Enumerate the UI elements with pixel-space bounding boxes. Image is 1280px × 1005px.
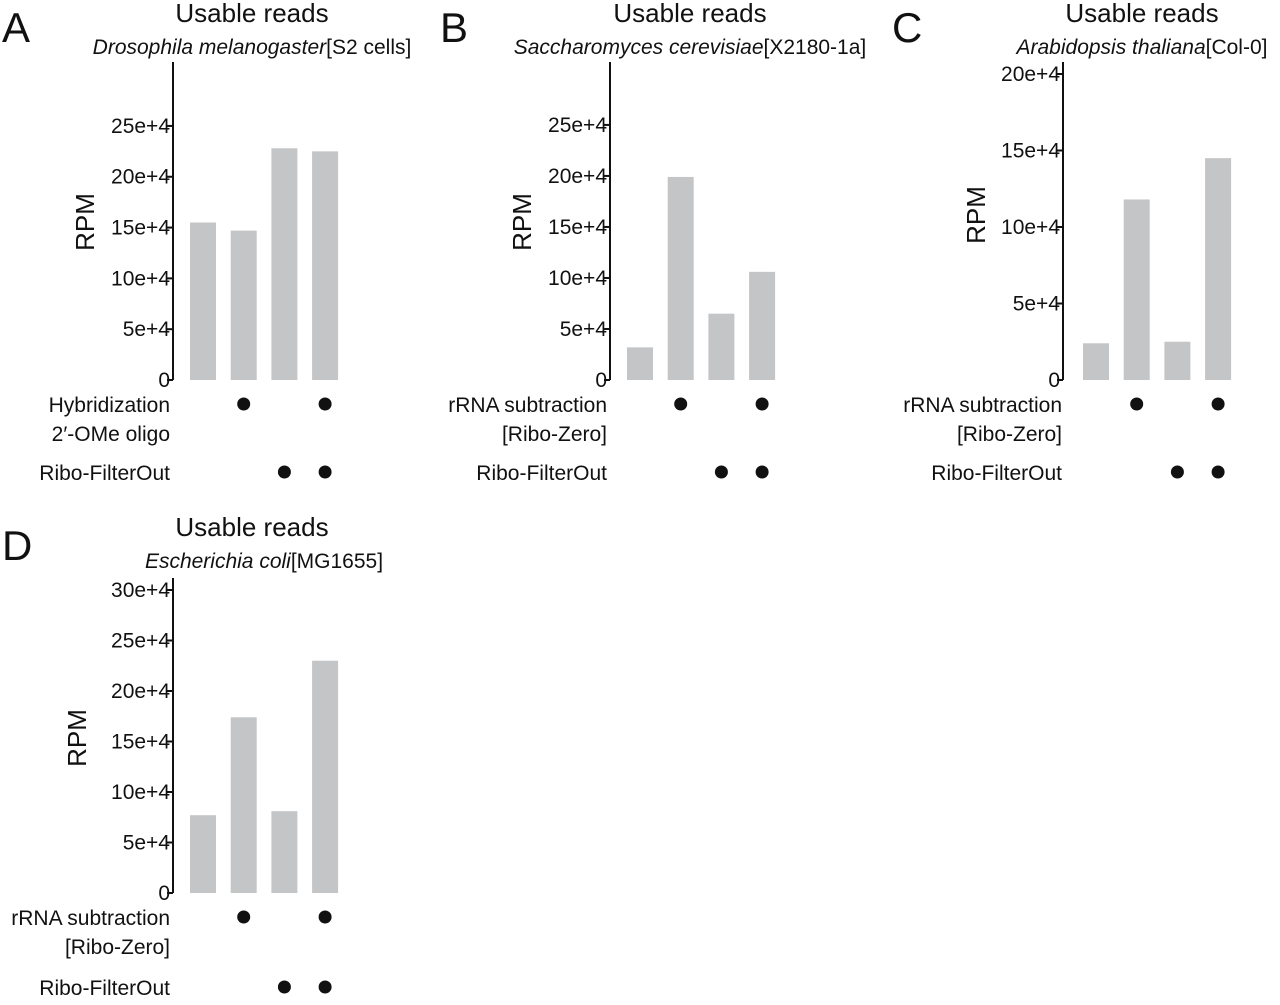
condition-label: [Ribo-Zero] <box>65 936 170 959</box>
condition-dot <box>714 465 728 479</box>
condition-label: Hybridization <box>49 394 170 417</box>
y-tick-label: 5e+4 <box>123 832 171 855</box>
chart-subtitle: Saccharomyces cerevisiae[X2180-1a] <box>514 36 867 59</box>
species-name: Drosophila melanogaster <box>93 36 327 59</box>
bar <box>1123 199 1150 380</box>
y-tick-label: 10e+4 <box>548 267 607 290</box>
panel-d: D Usable reads Escherichia coli[MG1655] … <box>2 512 383 1000</box>
bar <box>312 660 339 893</box>
y-axis-label: RPM <box>507 193 537 251</box>
y-tick-label: 10e+4 <box>111 781 170 804</box>
condition-dot <box>237 397 251 411</box>
condition-dot <box>674 397 688 411</box>
strain-name: [MG1655] <box>291 550 383 573</box>
condition-dot <box>318 980 332 994</box>
y-tick-label: 20e+4 <box>548 165 607 188</box>
bar <box>190 222 216 380</box>
condition-dot <box>1130 397 1144 411</box>
bar <box>1164 341 1191 380</box>
strain-name: [S2 cells] <box>326 36 411 59</box>
y-tick-label: 10e+4 <box>111 267 170 290</box>
y-tick-label: 15e+4 <box>111 217 170 240</box>
strain-name: [Col-0] <box>1206 36 1268 59</box>
panel-a: A Usable reads Drosophila melanogaster[S… <box>2 0 411 485</box>
y-tick-label: 20e+4 <box>111 680 170 703</box>
panel-letter: A <box>2 4 30 51</box>
condition-label: Ribo-FilterOut <box>39 977 170 1000</box>
y-tick-label: 25e+4 <box>111 115 170 138</box>
y-tick-label: 25e+4 <box>111 630 170 653</box>
y-tick-label: 15e+4 <box>1001 140 1060 163</box>
y-tick-label: 15e+4 <box>111 731 170 754</box>
condition-label: [Ribo-Zero] <box>957 423 1062 446</box>
y-axis-label: RPM <box>70 193 100 251</box>
y-tick-label: 0 <box>595 369 607 392</box>
condition-label: [Ribo-Zero] <box>502 423 607 446</box>
panel-letter: B <box>440 4 468 51</box>
condition-dot <box>1170 465 1184 479</box>
panel-c: C Usable reads Arabidopsis thaliana[Col-… <box>892 0 1267 485</box>
bar <box>1083 343 1109 380</box>
y-tick-label: 5e+4 <box>560 318 608 341</box>
y-tick-label: 0 <box>158 369 170 392</box>
condition-dot <box>318 397 332 411</box>
strain-name: [X2180-1a] <box>764 36 867 59</box>
bar <box>271 811 298 893</box>
y-tick-label: 25e+4 <box>548 114 607 137</box>
chart-title: Usable reads <box>613 0 766 28</box>
condition-dot <box>318 910 332 924</box>
bar <box>667 176 694 380</box>
condition-dot <box>755 465 769 479</box>
y-tick-label: 0 <box>1048 369 1060 392</box>
chart-subtitle: Drosophila melanogaster[S2 cells] <box>93 36 412 59</box>
chart-title: Usable reads <box>175 512 328 542</box>
condition-label: Ribo-FilterOut <box>476 462 607 485</box>
species-name: Saccharomyces cerevisiae <box>514 36 764 59</box>
bar <box>190 815 216 893</box>
y-axis-label: RPM <box>961 186 991 244</box>
condition-dot <box>237 910 251 924</box>
condition-dot <box>277 980 291 994</box>
panel-letter: C <box>892 4 922 51</box>
bar <box>749 271 776 380</box>
y-tick-label: 10e+4 <box>1001 216 1060 239</box>
y-tick-label: 15e+4 <box>548 216 607 239</box>
bar <box>271 148 298 380</box>
bar <box>708 313 735 380</box>
chart-subtitle: Arabidopsis thaliana[Col-0] <box>1015 36 1268 59</box>
condition-label: rRNA subtraction <box>11 907 170 930</box>
condition-label: Ribo-FilterOut <box>931 462 1062 485</box>
chart-title: Usable reads <box>175 0 328 28</box>
condition-label: rRNA subtraction <box>903 394 1062 417</box>
y-axis-label: RPM <box>62 709 92 767</box>
condition-dot <box>1211 465 1225 479</box>
bar <box>312 151 339 380</box>
condition-dot <box>318 465 332 479</box>
bar <box>230 717 257 893</box>
y-tick-label: 20e+4 <box>1001 63 1060 86</box>
species-name: Escherichia coli <box>145 550 292 573</box>
condition-dot <box>277 465 291 479</box>
condition-label: 2′-OMe oligo <box>52 423 170 446</box>
bar <box>1205 158 1232 380</box>
panel-b: B Usable reads Saccharomyces cerevisiae[… <box>440 0 866 485</box>
panel-letter: D <box>2 522 32 569</box>
chart-title: Usable reads <box>1065 0 1218 28</box>
bar <box>230 230 257 380</box>
condition-label: Ribo-FilterOut <box>39 462 170 485</box>
condition-dot <box>1211 397 1225 411</box>
y-tick-label: 30e+4 <box>111 579 170 602</box>
chart-subtitle: Escherichia coli[MG1655] <box>145 550 383 573</box>
y-tick-label: 20e+4 <box>111 166 170 189</box>
condition-dot <box>755 397 769 411</box>
y-tick-label: 5e+4 <box>123 318 171 341</box>
y-tick-label: 5e+4 <box>1013 293 1061 316</box>
condition-label: rRNA subtraction <box>448 394 607 417</box>
species-name: Arabidopsis thaliana <box>1015 36 1206 59</box>
bar <box>627 347 653 380</box>
y-tick-label: 0 <box>158 882 170 905</box>
